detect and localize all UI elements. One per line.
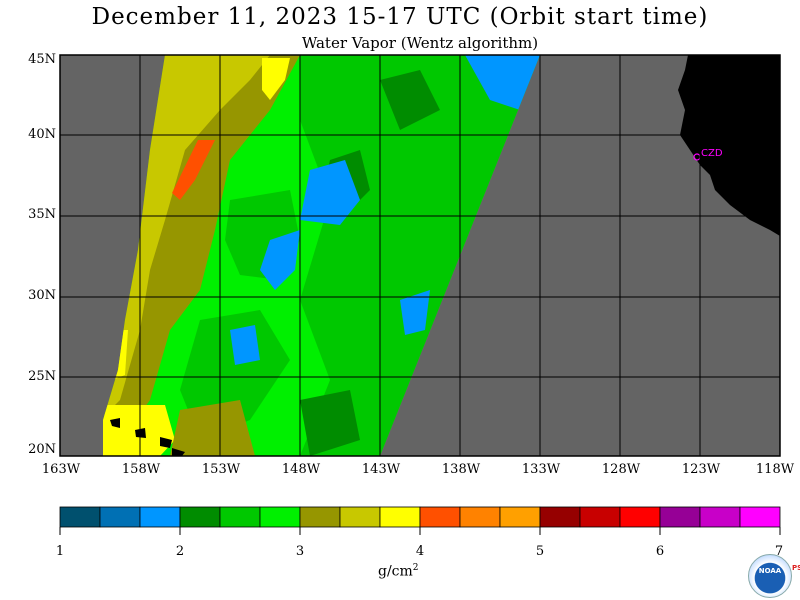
colorbar-tick-5: 5 <box>535 544 545 559</box>
lon-label-133w: 133W <box>521 462 561 477</box>
colorbar-swatch <box>579 506 621 528</box>
colorbar-swatch <box>459 506 501 528</box>
colorbar-swatch <box>539 506 581 528</box>
lat-label-20n: 20N <box>28 442 56 457</box>
colorbar-swatch <box>619 506 661 528</box>
colorbar-swatch <box>419 506 461 528</box>
lon-label-143w: 143W <box>361 462 401 477</box>
lat-label-45n: 45N <box>28 52 56 67</box>
colorbar-tick-7: 7 <box>774 544 784 559</box>
colorbar-swatch <box>739 506 781 528</box>
psl-logo-text: PSL <box>792 564 800 572</box>
colorbar-tick-1: 1 <box>55 544 65 559</box>
colorbar-swatch <box>99 506 141 528</box>
north-america-land <box>678 55 780 236</box>
lon-label-138w: 138W <box>441 462 481 477</box>
swath-field-blue-2 <box>260 230 300 290</box>
colorbar-swatch <box>379 506 421 528</box>
noaa-logo: NOAA <box>748 554 792 598</box>
lon-label-153w: 153W <box>201 462 241 477</box>
lon-label-123w: 123W <box>681 462 721 477</box>
lat-label-35n: 35N <box>28 207 56 222</box>
swath-field-blue-center <box>300 160 360 225</box>
lon-label-158w: 158W <box>121 462 161 477</box>
lon-label-118w: 118W <box>755 462 795 477</box>
colorbar-swatch <box>259 506 301 528</box>
colorbar-swatch <box>299 506 341 528</box>
noaa-logo-text: NOAA <box>758 567 782 575</box>
island-hawaii <box>172 448 185 456</box>
swath-field-olive-south <box>170 400 255 456</box>
colorbar-tick-2: 2 <box>175 544 185 559</box>
map-subtitle: Water Vapor (Wentz algorithm) <box>301 34 539 52</box>
colorbar-swatch <box>219 506 261 528</box>
colorbar-swatch <box>139 506 181 528</box>
unit-text: g/cm <box>378 563 413 580</box>
colorbar-swatch <box>59 506 101 528</box>
lon-label-128w: 128W <box>601 462 641 477</box>
unit-exponent: 2 <box>412 563 419 573</box>
colorbar-tick-3: 3 <box>295 544 305 559</box>
lon-label-163w: 163W <box>41 462 81 477</box>
map-title: December 11, 2023 15-17 UTC (Orbit start… <box>91 4 709 30</box>
map-frame <box>59 54 781 457</box>
colorbar-swatch <box>339 506 381 528</box>
swath-field-blue-east <box>400 290 430 335</box>
lon-label-148w: 148W <box>281 462 321 477</box>
island-maui <box>160 437 172 448</box>
lat-label-25n: 25N <box>28 369 56 384</box>
swath-field-yellow-north <box>262 58 290 100</box>
colorbar-tick-4: 4 <box>415 544 425 559</box>
swath-field-blue-northeast <box>465 55 540 110</box>
colorbar-tick-6: 6 <box>655 544 665 559</box>
lat-label-40n: 40N <box>28 127 56 142</box>
swath-field-blue-south <box>230 325 260 365</box>
swath-field-orange-streak <box>172 140 215 200</box>
colorbar-swatch <box>179 506 221 528</box>
colorbar-swatch <box>659 506 701 528</box>
swath-field-darkgreen-3 <box>300 390 360 456</box>
lat-label-30n: 30N <box>28 288 56 303</box>
island-kauai <box>110 418 120 428</box>
colorbar-swatch <box>699 506 741 528</box>
station-label-czd: CZD <box>701 148 723 159</box>
colorbar-unit: g/cm2 <box>378 563 419 580</box>
swath-field-darkgreen-2 <box>380 70 440 130</box>
colorbar-swatch <box>499 506 541 528</box>
